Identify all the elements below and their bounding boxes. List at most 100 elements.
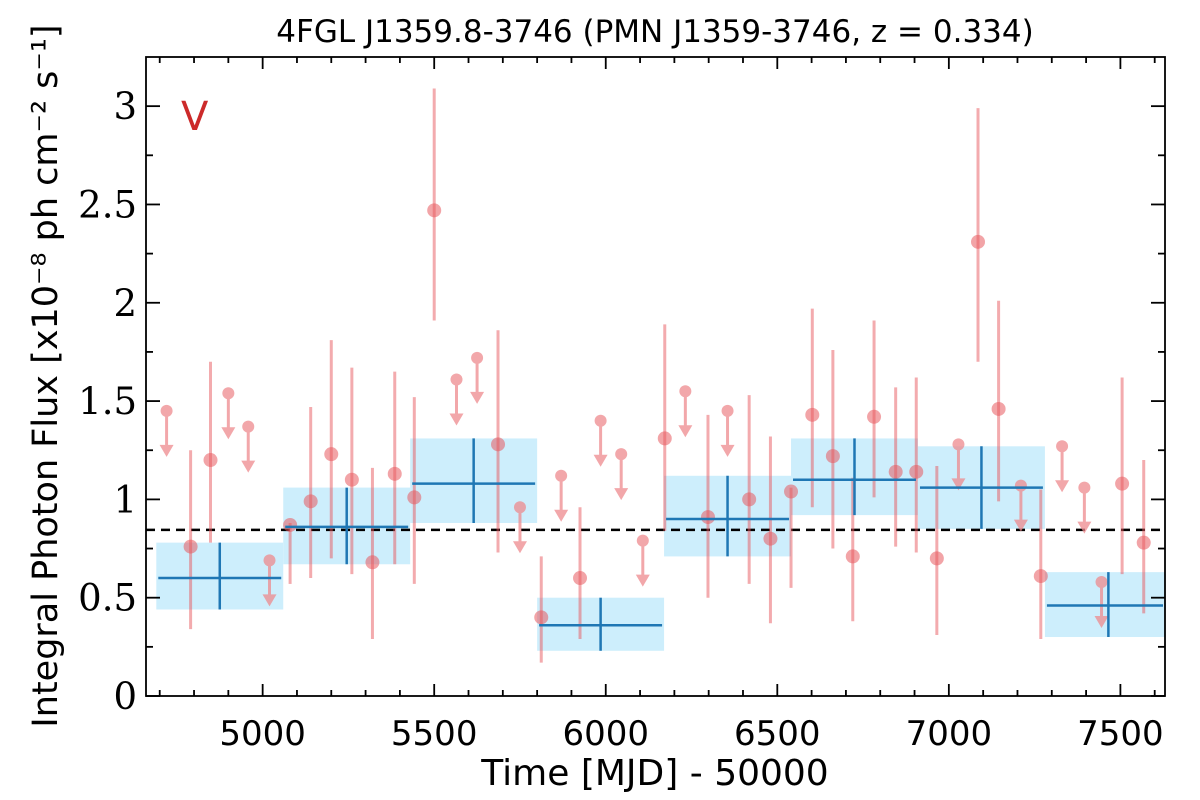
detection-marker	[888, 464, 903, 479]
y-tick-label: 1	[113, 478, 137, 521]
detection-marker	[1033, 569, 1048, 584]
detection-marker	[929, 551, 944, 566]
upper-limit-6	[512, 501, 527, 554]
upper-limit-marker	[1056, 440, 1069, 453]
upper-limit-1	[221, 387, 236, 440]
detection-6	[365, 467, 380, 639]
detection-11	[534, 556, 549, 663]
chart-title: 4FGL J1359.8-3746 (PMN J1359-3746, z = 0…	[276, 14, 1033, 50]
upper-limit-points	[159, 351, 1109, 628]
detection-marker	[344, 472, 359, 487]
upper-limit-marker	[450, 373, 463, 386]
upper-limit-marker	[679, 385, 692, 398]
detection-marker	[365, 555, 380, 570]
y-axis-label: Integral Photon Flux [x10⁻⁸ ph cm⁻² s⁻¹]	[26, 24, 66, 727]
detection-marker	[283, 517, 298, 532]
upper-limit-marker	[471, 351, 484, 364]
upper-limit-marker	[952, 438, 965, 451]
detection-marker	[1115, 476, 1130, 491]
binned-flux-marks	[158, 438, 1163, 651]
bin-point-4	[666, 475, 790, 557]
upper-limit-7	[554, 469, 569, 522]
detection-10	[491, 330, 506, 553]
detection-marker	[573, 571, 588, 586]
detection-marker	[971, 234, 986, 249]
detection-marker	[407, 490, 422, 505]
detection-7	[387, 371, 402, 565]
detection-9	[427, 88, 442, 321]
detection-marker	[909, 464, 924, 479]
bin-point-7	[1046, 572, 1163, 638]
x-tick-label: 7500	[1077, 714, 1164, 754]
y-tick-label: 0.5	[78, 577, 137, 620]
x-tick-label: 6500	[734, 714, 821, 754]
x-tick-label: 6000	[562, 714, 649, 754]
upper-limit-marker	[1014, 479, 1027, 492]
detection-marker	[427, 203, 442, 218]
detection-marker	[867, 409, 882, 424]
detection-marker	[991, 401, 1006, 416]
upper-limit-arrow	[241, 460, 256, 473]
detection-29	[1136, 460, 1151, 614]
detection-1	[203, 361, 218, 543]
detection-19	[825, 349, 840, 549]
detection-8	[407, 397, 422, 584]
bin-point-2	[412, 438, 536, 523]
y-tick-label: 2.5	[78, 183, 137, 226]
detection-marker	[491, 437, 506, 452]
detection-marker	[763, 531, 778, 546]
detection-marker	[825, 449, 840, 464]
upper-limit-arrow	[159, 444, 174, 457]
upper-limit-arrow	[635, 574, 650, 587]
x-tick-label: 5000	[219, 714, 306, 754]
upper-limit-marker	[222, 387, 235, 400]
upper-limit-marker	[594, 414, 607, 427]
detection-26	[991, 300, 1006, 502]
upper-limit-marker	[242, 420, 255, 433]
detection-28	[1115, 377, 1130, 575]
detection-18	[805, 308, 820, 508]
y-tick-label: 3	[113, 85, 137, 128]
upper-limit-marker	[555, 469, 568, 482]
detection-20	[845, 477, 860, 622]
detection-12	[573, 507, 588, 639]
detection-27	[1033, 489, 1048, 639]
upper-limit-arrow	[470, 391, 485, 404]
upper-limit-17	[1094, 575, 1109, 628]
upper-limit-marker	[160, 404, 173, 417]
upper-limit-arrow	[678, 425, 693, 438]
upper-limit-2	[241, 420, 256, 473]
upper-limit-marker	[1095, 575, 1108, 588]
y-tick-label: 1.5	[78, 380, 137, 423]
x-tick-label: 5500	[391, 714, 478, 754]
detection-marker	[303, 494, 318, 509]
upper-limit-5	[470, 351, 485, 404]
upper-limit-arrow	[1094, 615, 1109, 628]
upper-limit-10	[635, 534, 650, 587]
upper-limit-marker	[1078, 481, 1091, 494]
detection-3	[303, 406, 318, 579]
detection-marker	[387, 466, 402, 481]
upper-limit-0	[159, 404, 174, 457]
detection-marker	[657, 431, 672, 446]
upper-limit-15	[1055, 440, 1070, 493]
detection-marker	[324, 447, 339, 462]
panel-label: V	[181, 94, 209, 140]
upper-limit-11	[678, 385, 693, 438]
detection-24	[929, 465, 944, 636]
upper-limit-arrow	[1055, 480, 1070, 493]
detection-17	[784, 484, 799, 588]
bin-point-0	[158, 542, 282, 610]
x-tick-label: 7000	[906, 714, 993, 754]
axis-tick-labels: 5000 5500 6000 6500 7000 7500 0 0.5 1 1.5 2 2.5 3	[78, 85, 1164, 754]
upper-limit-9	[614, 448, 629, 501]
bin-point-6	[919, 446, 1043, 529]
upper-limit-3	[262, 554, 277, 607]
upper-limit-13	[951, 438, 966, 491]
detection-marker	[700, 510, 715, 525]
upper-limit-arrow	[593, 454, 608, 467]
bin-point-1	[285, 487, 409, 565]
upper-limit-arrow	[1077, 521, 1092, 534]
detection-0	[183, 450, 198, 630]
